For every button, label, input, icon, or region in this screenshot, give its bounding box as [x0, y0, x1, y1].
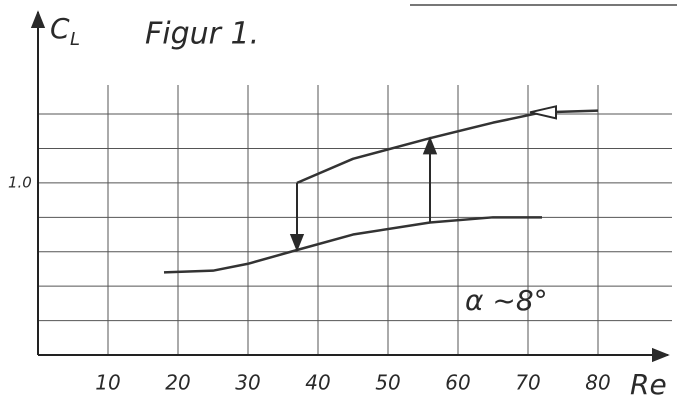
x-tick-label: 70: [515, 371, 540, 395]
y-tick-label: 1.0: [8, 173, 32, 191]
x-tick-label: 80: [585, 371, 610, 395]
page: {"chart_data": { "type": "line", "title"…: [0, 0, 677, 406]
y-axis-label: C: [50, 12, 70, 45]
x-tick-label: 30: [235, 371, 260, 395]
direction-arrow: [530, 106, 556, 118]
x-tick-label: 50: [375, 371, 400, 395]
x-tick-label: 40: [305, 371, 330, 395]
x-tick-label: 20: [165, 371, 190, 395]
curve: [297, 111, 598, 183]
chart: 1.0 10 20 30 40 50 60 70 80 Figur 1. C L Re α ~8…: [0, 0, 677, 406]
y-axis-label-sub: L: [70, 29, 80, 50]
chart-title: Figur 1.: [145, 17, 259, 52]
x-axis-label: Re: [630, 368, 667, 401]
annotation: α ~8°: [465, 284, 548, 317]
grid: 1.0 10 20 30 40 50 60 70 80: [8, 12, 672, 395]
curve: [164, 217, 542, 272]
x-tick-label: 10: [95, 371, 120, 395]
x-tick-label: 60: [445, 371, 470, 395]
marks: [164, 106, 598, 272]
